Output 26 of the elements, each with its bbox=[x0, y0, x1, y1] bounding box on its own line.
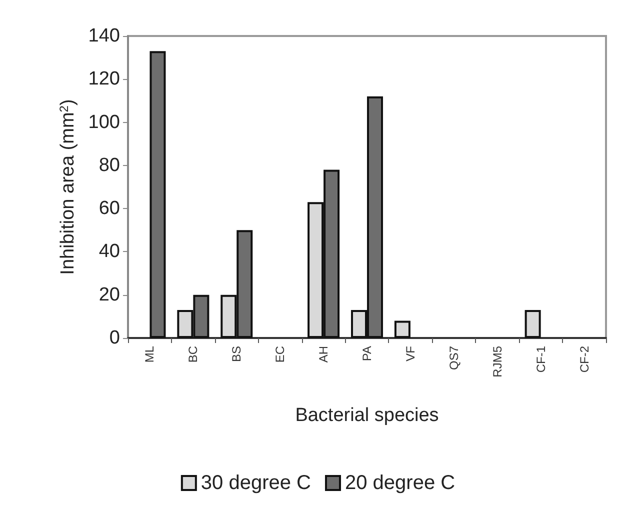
bar bbox=[150, 51, 166, 338]
x-tick-label: BC bbox=[186, 346, 200, 363]
y-tick-label: 120 bbox=[88, 68, 120, 90]
legend-label: 30 degree C bbox=[200, 472, 311, 494]
y-tick-label: 140 bbox=[88, 26, 120, 46]
x-tick-label: RJM5 bbox=[490, 346, 504, 378]
x-axis-title: Bacterial species bbox=[295, 405, 439, 426]
y-tick-label: 40 bbox=[98, 241, 120, 262]
x-tick-label: QS7 bbox=[446, 346, 461, 370]
x-tick-label: AH bbox=[316, 346, 331, 363]
x-tick-label: VF bbox=[403, 346, 418, 362]
y-tick-label: 60 bbox=[98, 198, 120, 220]
x-tick-label: BS bbox=[230, 346, 244, 362]
x-tick-label: EC bbox=[273, 346, 288, 363]
bar bbox=[524, 310, 541, 338]
x-tick-label: CF-2 bbox=[577, 346, 592, 373]
x-tick-label: PA bbox=[360, 346, 374, 362]
legend-label: 20 degree C bbox=[345, 472, 456, 494]
y-tick-label: 0 bbox=[109, 328, 120, 348]
x-tick-label: ML bbox=[142, 346, 157, 363]
y-tick-label: 80 bbox=[98, 154, 120, 176]
x-tick-label: CF-1 bbox=[534, 346, 548, 373]
y-tick-label: 100 bbox=[88, 112, 120, 133]
y-tick-label: 20 bbox=[98, 284, 120, 306]
y-axis-title: Inhibition area (mm2) bbox=[56, 99, 78, 275]
bar bbox=[394, 320, 410, 338]
